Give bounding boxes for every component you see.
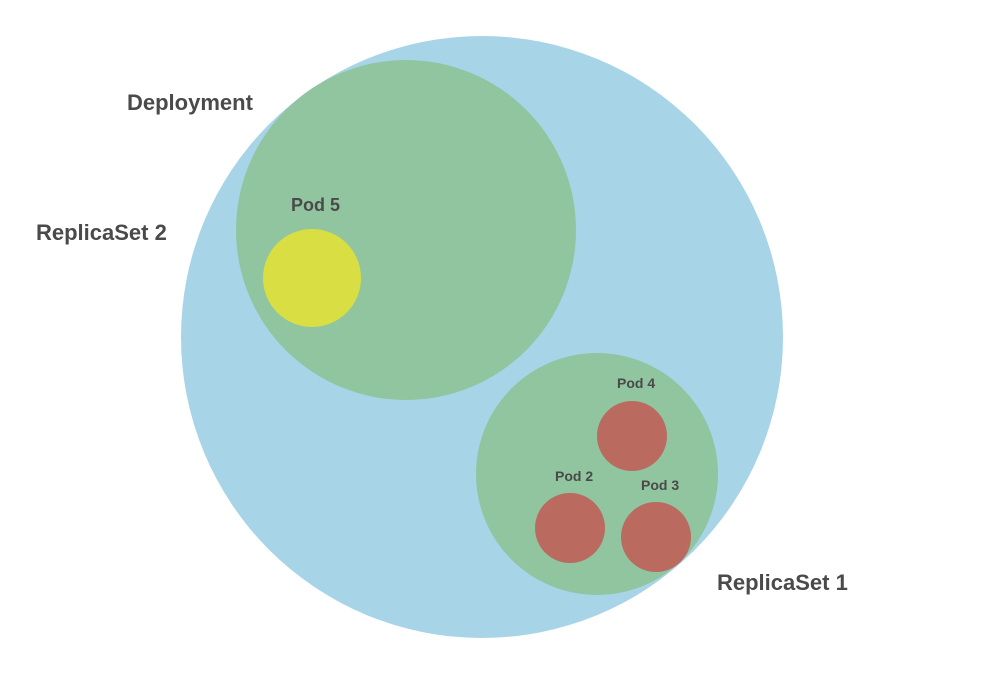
pod-3-circle bbox=[621, 502, 691, 572]
replicaset-1-label: ReplicaSet 1 bbox=[717, 570, 848, 595]
pod-4-label: Pod 4 bbox=[617, 375, 655, 391]
pod-5-circle bbox=[263, 229, 361, 327]
replicaset-2-label: ReplicaSet 2 bbox=[36, 220, 167, 245]
pod-3-label: Pod 3 bbox=[641, 477, 679, 493]
pod-2-label: Pod 2 bbox=[555, 468, 593, 484]
pod-4-circle bbox=[597, 401, 667, 471]
replicaset-2-circle bbox=[236, 60, 576, 400]
pod-2-circle bbox=[535, 493, 605, 563]
pod-5-label: Pod 5 bbox=[291, 195, 340, 215]
deployment-label: Deployment bbox=[127, 90, 254, 115]
